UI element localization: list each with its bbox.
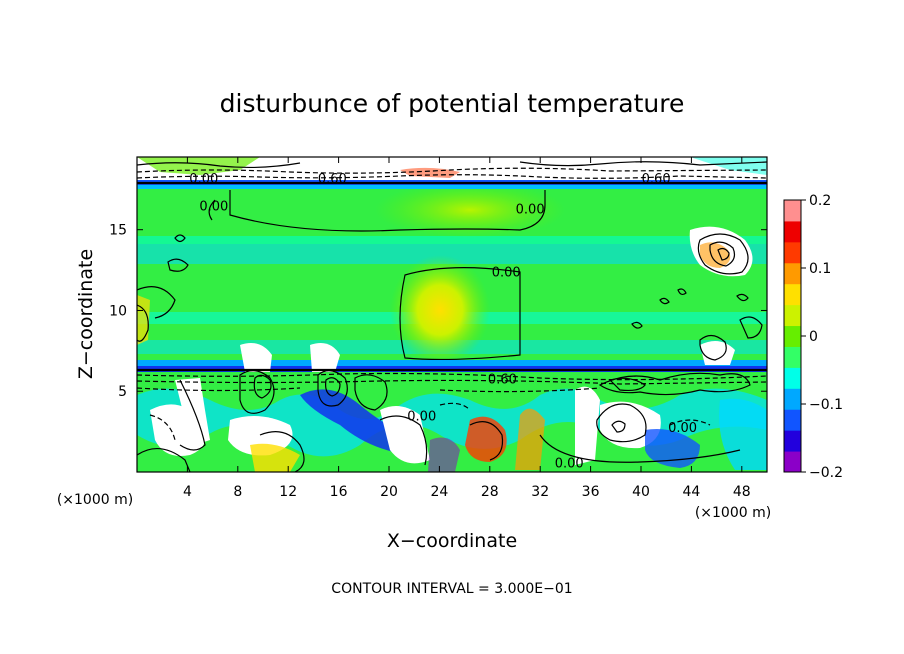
x-tick-label: 8	[233, 484, 242, 500]
colorbar-segment	[784, 430, 801, 452]
x-unit-label: (×1000 m)	[695, 505, 771, 521]
contour-label: 0.60	[488, 372, 517, 387]
colorbar-segment	[784, 283, 801, 306]
contour-label: 0.60	[318, 172, 347, 187]
colorbar-segment	[784, 241, 801, 264]
z-unit-label: (×1000 m)	[57, 492, 133, 508]
x-tick-label: 32	[531, 484, 549, 500]
x-tick-label: 24	[430, 484, 448, 500]
colorbar-tick-label: 0	[809, 329, 818, 345]
y-tick-label: 10	[109, 303, 127, 319]
colorbar-tick-label: 0.2	[809, 193, 831, 209]
x-tick-label: 12	[279, 484, 297, 500]
contour-label: 0.00	[199, 199, 228, 214]
colorbar-segment	[784, 346, 801, 368]
colorbar-segment	[784, 262, 801, 285]
contour-label: 0.00	[407, 409, 436, 424]
plot-frame	[136, 156, 768, 473]
x-axis-label: X−coordinate	[387, 530, 517, 552]
colorbar-segment	[784, 304, 801, 327]
contour-labels: 0.00 0.60 0.60 0.00 0.00 0.00 0.60 0.00 0.00 0.00	[189, 172, 697, 471]
colorbar-segment	[784, 409, 801, 431]
x-tick-label: 36	[582, 484, 600, 500]
chart-title: disturbunce of potential temperature	[220, 89, 685, 118]
contour-label: 0.00	[516, 203, 545, 218]
colorbar-segment	[784, 451, 801, 473]
x-tick-label: 20	[380, 484, 398, 500]
x-tick-label: 28	[481, 484, 499, 500]
contour-label: 0.00	[189, 172, 218, 187]
x-tick-label: 44	[682, 484, 700, 500]
y-tick-label: 15	[109, 223, 127, 239]
contour-label: 0.00	[668, 421, 697, 436]
x-tick-label: 40	[632, 484, 650, 500]
colorbar-segment	[784, 220, 801, 243]
colorbar-segment	[784, 325, 801, 347]
colorbar: 0.2 0.1 0 −0.1 −0.2	[783, 193, 843, 481]
colorbar-tick-label: −0.1	[809, 397, 843, 413]
contour-interval-note: CONTOUR INTERVAL = 3.000E−01	[331, 581, 572, 597]
contour-label: 0.60	[642, 172, 671, 187]
colorbar-tick-label: −0.2	[809, 465, 843, 481]
contour-label: 0.00	[492, 266, 521, 281]
colorbar-tick-label: 0.1	[809, 261, 831, 277]
colorbar-segment	[784, 388, 801, 410]
x-tick-label: 4	[183, 484, 192, 500]
y-tick-label: 5	[118, 384, 127, 400]
x-tick-label: 16	[330, 484, 348, 500]
contour-lines	[137, 161, 767, 472]
contour-label: 0.00	[555, 456, 584, 471]
colorbar-segment	[784, 367, 801, 389]
y-axis-label: Z−coordinate	[75, 249, 97, 379]
x-tick-label: 48	[733, 484, 751, 500]
colorbar-segment	[784, 200, 801, 222]
